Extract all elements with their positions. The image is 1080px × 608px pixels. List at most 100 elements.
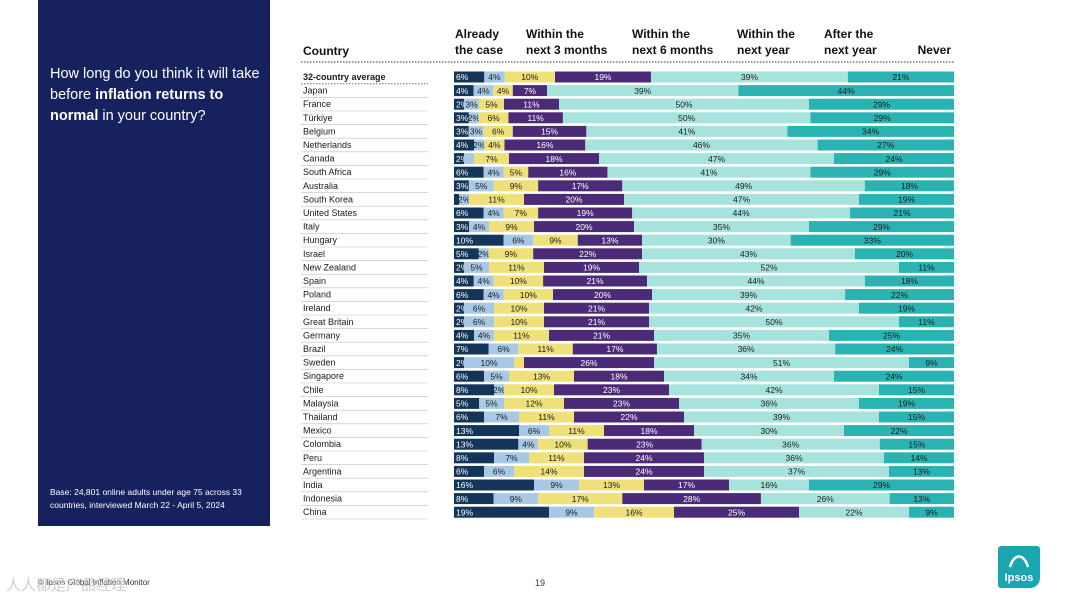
bar-segment	[454, 411, 484, 423]
data-label: 35%	[733, 331, 750, 341]
bar-segment	[787, 125, 954, 137]
bar-segment	[729, 479, 809, 491]
bar-segment	[649, 316, 899, 328]
bar-segment	[656, 343, 836, 355]
data-label: 13%	[913, 467, 930, 477]
data-label: 25%	[883, 331, 900, 341]
series-header-0: the case	[455, 43, 503, 57]
bar-segment	[555, 71, 651, 83]
bar-segment	[454, 384, 494, 396]
bar-segment	[684, 411, 879, 423]
data-label: 10%	[521, 72, 538, 82]
bar-segment	[454, 425, 519, 437]
bar-segment	[650, 71, 848, 83]
category-label: New Zealand	[303, 262, 356, 272]
data-label: 6%	[456, 72, 469, 82]
data-label: 24%	[885, 154, 902, 164]
ipsos-logo: Ipsos	[998, 546, 1040, 588]
bar-segment	[562, 112, 811, 124]
category-label: Netherlands	[303, 140, 352, 150]
bar-segment	[474, 329, 494, 341]
bar-segment	[738, 85, 954, 97]
bar-segment	[669, 384, 879, 396]
data-label: 13%	[533, 371, 550, 381]
bar-segment	[454, 397, 479, 409]
series-header-4: next year	[824, 43, 877, 57]
data-label: 13%	[456, 439, 473, 449]
data-label: 52%	[760, 263, 777, 273]
data-label: 3%	[470, 127, 483, 137]
data-label: 9%	[510, 181, 523, 191]
bar-segment	[494, 384, 504, 396]
bar-segment	[454, 234, 504, 246]
data-label: 9%	[549, 235, 562, 245]
data-label: 15%	[908, 439, 925, 449]
data-label: 7%	[524, 86, 537, 96]
data-label: 23%	[603, 385, 620, 395]
data-label: 9%	[550, 480, 563, 490]
data-label: 10%	[510, 317, 527, 327]
bar-segment	[844, 425, 954, 437]
data-label: 13%	[913, 494, 930, 504]
category-label: Argentina	[303, 466, 342, 476]
bar-segment	[847, 71, 954, 83]
data-label: 15%	[908, 385, 925, 395]
data-label: 4%	[478, 276, 491, 286]
data-label: 6%	[473, 303, 486, 313]
category-label: Mexico	[303, 426, 332, 436]
data-label: 11%	[538, 412, 555, 422]
data-label: 36%	[782, 439, 799, 449]
bar-segment	[574, 370, 664, 382]
category-label: Spain	[303, 276, 326, 286]
bar-segment	[468, 112, 479, 124]
data-label: 3%	[456, 181, 469, 191]
data-label: 17%	[606, 344, 623, 354]
data-label: 5%	[485, 99, 498, 109]
bar-segment	[584, 452, 704, 464]
bar-segment	[484, 411, 519, 423]
bar-segment	[899, 316, 954, 328]
data-label: 10%	[456, 235, 473, 245]
bar-segment	[478, 112, 509, 124]
bar-segment	[483, 125, 513, 137]
data-label: 19%	[898, 303, 915, 313]
bar-segment	[454, 207, 484, 219]
data-label: 4%	[473, 222, 486, 232]
bar-segment	[622, 180, 865, 192]
bar-segment	[494, 329, 549, 341]
bar-segment	[518, 438, 539, 450]
category-label: Israel	[303, 249, 325, 259]
data-label: 3%	[456, 127, 469, 137]
data-label: 9%	[925, 358, 938, 368]
series-header-5: Never	[918, 43, 952, 57]
series-header-2: next 6 months	[632, 43, 714, 57]
bar-segment	[850, 207, 954, 219]
category-label: Ireland	[303, 303, 331, 313]
data-label: 5%	[485, 399, 498, 409]
data-label: 9%	[925, 507, 938, 517]
bar-segment	[504, 98, 559, 110]
category-label: China	[303, 507, 327, 517]
watermark: 人人都是产品经理	[6, 576, 127, 594]
bar-segment	[644, 479, 729, 491]
bar-segment	[519, 425, 549, 437]
data-label: 18%	[610, 371, 627, 381]
bar-segment	[704, 465, 889, 477]
footer-source: © Ipsos Global Inflation Monitor	[38, 578, 150, 587]
data-label: 15%	[908, 412, 925, 422]
bar-segment	[464, 261, 489, 273]
bar-segment	[518, 343, 573, 355]
data-label: 15%	[541, 127, 558, 137]
data-label: 20%	[575, 222, 592, 232]
data-label: 9%	[505, 249, 518, 259]
bar-segment	[642, 234, 791, 246]
bar-segment	[829, 329, 954, 341]
category-label: South Korea	[303, 194, 353, 204]
page-number: 19	[535, 578, 546, 588]
bar-segment	[604, 425, 694, 437]
bar-segment	[639, 261, 899, 273]
data-label: 21%	[593, 331, 610, 341]
data-label: 14%	[910, 453, 927, 463]
category-label: Great Britain	[303, 317, 354, 327]
data-label: 4%	[487, 208, 500, 218]
